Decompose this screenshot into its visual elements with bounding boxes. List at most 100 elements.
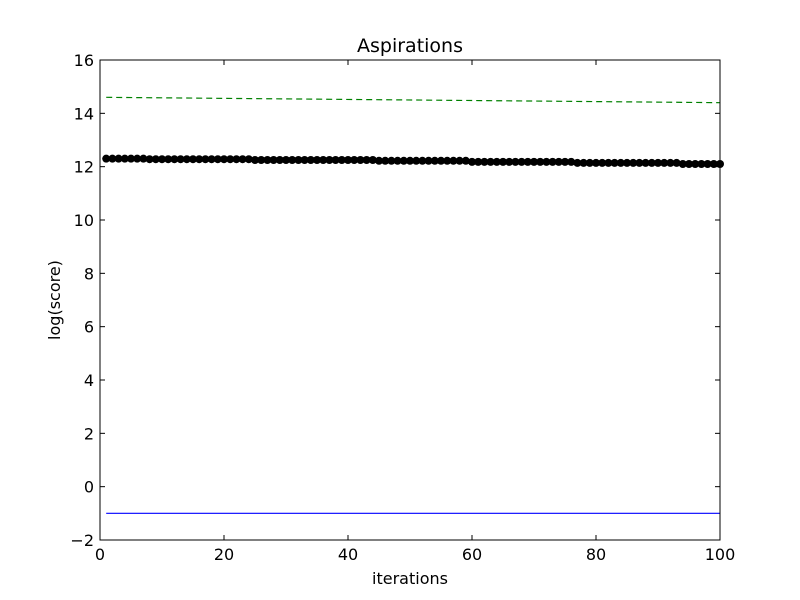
- score-point: [554, 157, 563, 166]
- score-point: [505, 157, 514, 166]
- score-point: [530, 157, 538, 166]
- score-point: [368, 156, 377, 164]
- score-point: [635, 158, 644, 167]
- score-point: [151, 155, 160, 164]
- score-point: [697, 160, 706, 168]
- score-point: [294, 156, 303, 164]
- x-tick-label: 80: [586, 545, 606, 564]
- score-point: [486, 157, 495, 166]
- score-point: [654, 158, 662, 167]
- score-point: [213, 155, 222, 164]
- score-point: [139, 154, 148, 163]
- score-point: [567, 157, 576, 166]
- score-point: [393, 156, 402, 165]
- score-point: [610, 158, 619, 167]
- score-point: [412, 156, 421, 165]
- score-point: [381, 156, 390, 165]
- y-tick-label: 2: [84, 424, 94, 443]
- score-point: [461, 156, 470, 165]
- y-tick-label: 12: [74, 158, 94, 177]
- y-tick-label: 0: [84, 478, 94, 497]
- plot-frame: [99, 59, 721, 541]
- y-tick-label: 14: [74, 104, 94, 123]
- score-point: [108, 154, 117, 163]
- score-point: [319, 156, 328, 164]
- score-point: [629, 158, 638, 167]
- score-point: [709, 160, 718, 168]
- score-point: [325, 156, 334, 164]
- score-point: [275, 156, 284, 164]
- series-layer: [102, 96, 724, 514]
- score-point: [133, 154, 142, 163]
- x-tick-label: 20: [214, 545, 234, 564]
- score-point: [306, 156, 315, 164]
- score-point: [145, 155, 154, 164]
- score-point: [257, 156, 266, 164]
- score-point: [102, 154, 111, 163]
- score-point: [201, 155, 210, 164]
- score-point: [647, 158, 656, 167]
- score-point: [666, 158, 675, 167]
- score-point: [344, 156, 352, 164]
- x-tick-label: 40: [338, 545, 358, 564]
- score-point: [331, 156, 340, 164]
- score-point: [443, 156, 452, 165]
- score-point: [282, 156, 290, 164]
- y-tick-label: 16: [74, 51, 94, 70]
- chart-title: Aspirations: [357, 35, 463, 57]
- score-point: [623, 158, 631, 167]
- score-point: [678, 160, 687, 168]
- score-point: [517, 157, 526, 166]
- score-point: [189, 155, 197, 164]
- score-point: [418, 156, 427, 165]
- score-point: [164, 155, 173, 164]
- score-point: [474, 157, 483, 166]
- score-point: [182, 155, 191, 164]
- score-point: [437, 156, 445, 165]
- score-point: [523, 157, 532, 166]
- x-tick-label: 100: [705, 545, 736, 564]
- score-point: [387, 156, 396, 165]
- score-point: [251, 156, 259, 164]
- score-point: [313, 156, 321, 164]
- score-point: [691, 160, 700, 168]
- score-point: [579, 158, 588, 167]
- score-point: [226, 155, 235, 164]
- score-point: [288, 156, 297, 164]
- score-point: [468, 157, 476, 166]
- score-point: [176, 155, 185, 164]
- x-axis-label: iterations: [372, 569, 448, 588]
- score-point: [238, 155, 247, 164]
- score-point: [424, 156, 433, 165]
- score-point: [114, 154, 123, 163]
- score-point: [350, 156, 359, 164]
- score-point: [195, 155, 204, 164]
- score-point: [455, 156, 464, 165]
- score-point: [641, 158, 650, 167]
- score-point: [207, 155, 216, 164]
- y-tick-label: 8: [84, 264, 94, 283]
- score-point: [616, 158, 625, 167]
- score-point: [170, 155, 179, 164]
- y-tick-label: 4: [84, 371, 94, 390]
- score-point: [449, 156, 458, 165]
- score-point: [536, 157, 545, 166]
- score-point: [573, 158, 582, 167]
- score-point: [232, 155, 241, 164]
- score-point: [604, 158, 613, 167]
- y-axis-label: log(score): [45, 260, 64, 340]
- score-point: [337, 156, 346, 164]
- y-tick-label: 6: [84, 318, 94, 337]
- score-point: [703, 160, 712, 168]
- y-tick-label: −2: [70, 531, 94, 550]
- score-point: [158, 155, 166, 164]
- score-point: [480, 157, 489, 166]
- score-point: [300, 156, 309, 164]
- score-point: [375, 156, 383, 165]
- score-point: [585, 158, 594, 167]
- score-point: [120, 154, 129, 163]
- score-point: [244, 155, 253, 164]
